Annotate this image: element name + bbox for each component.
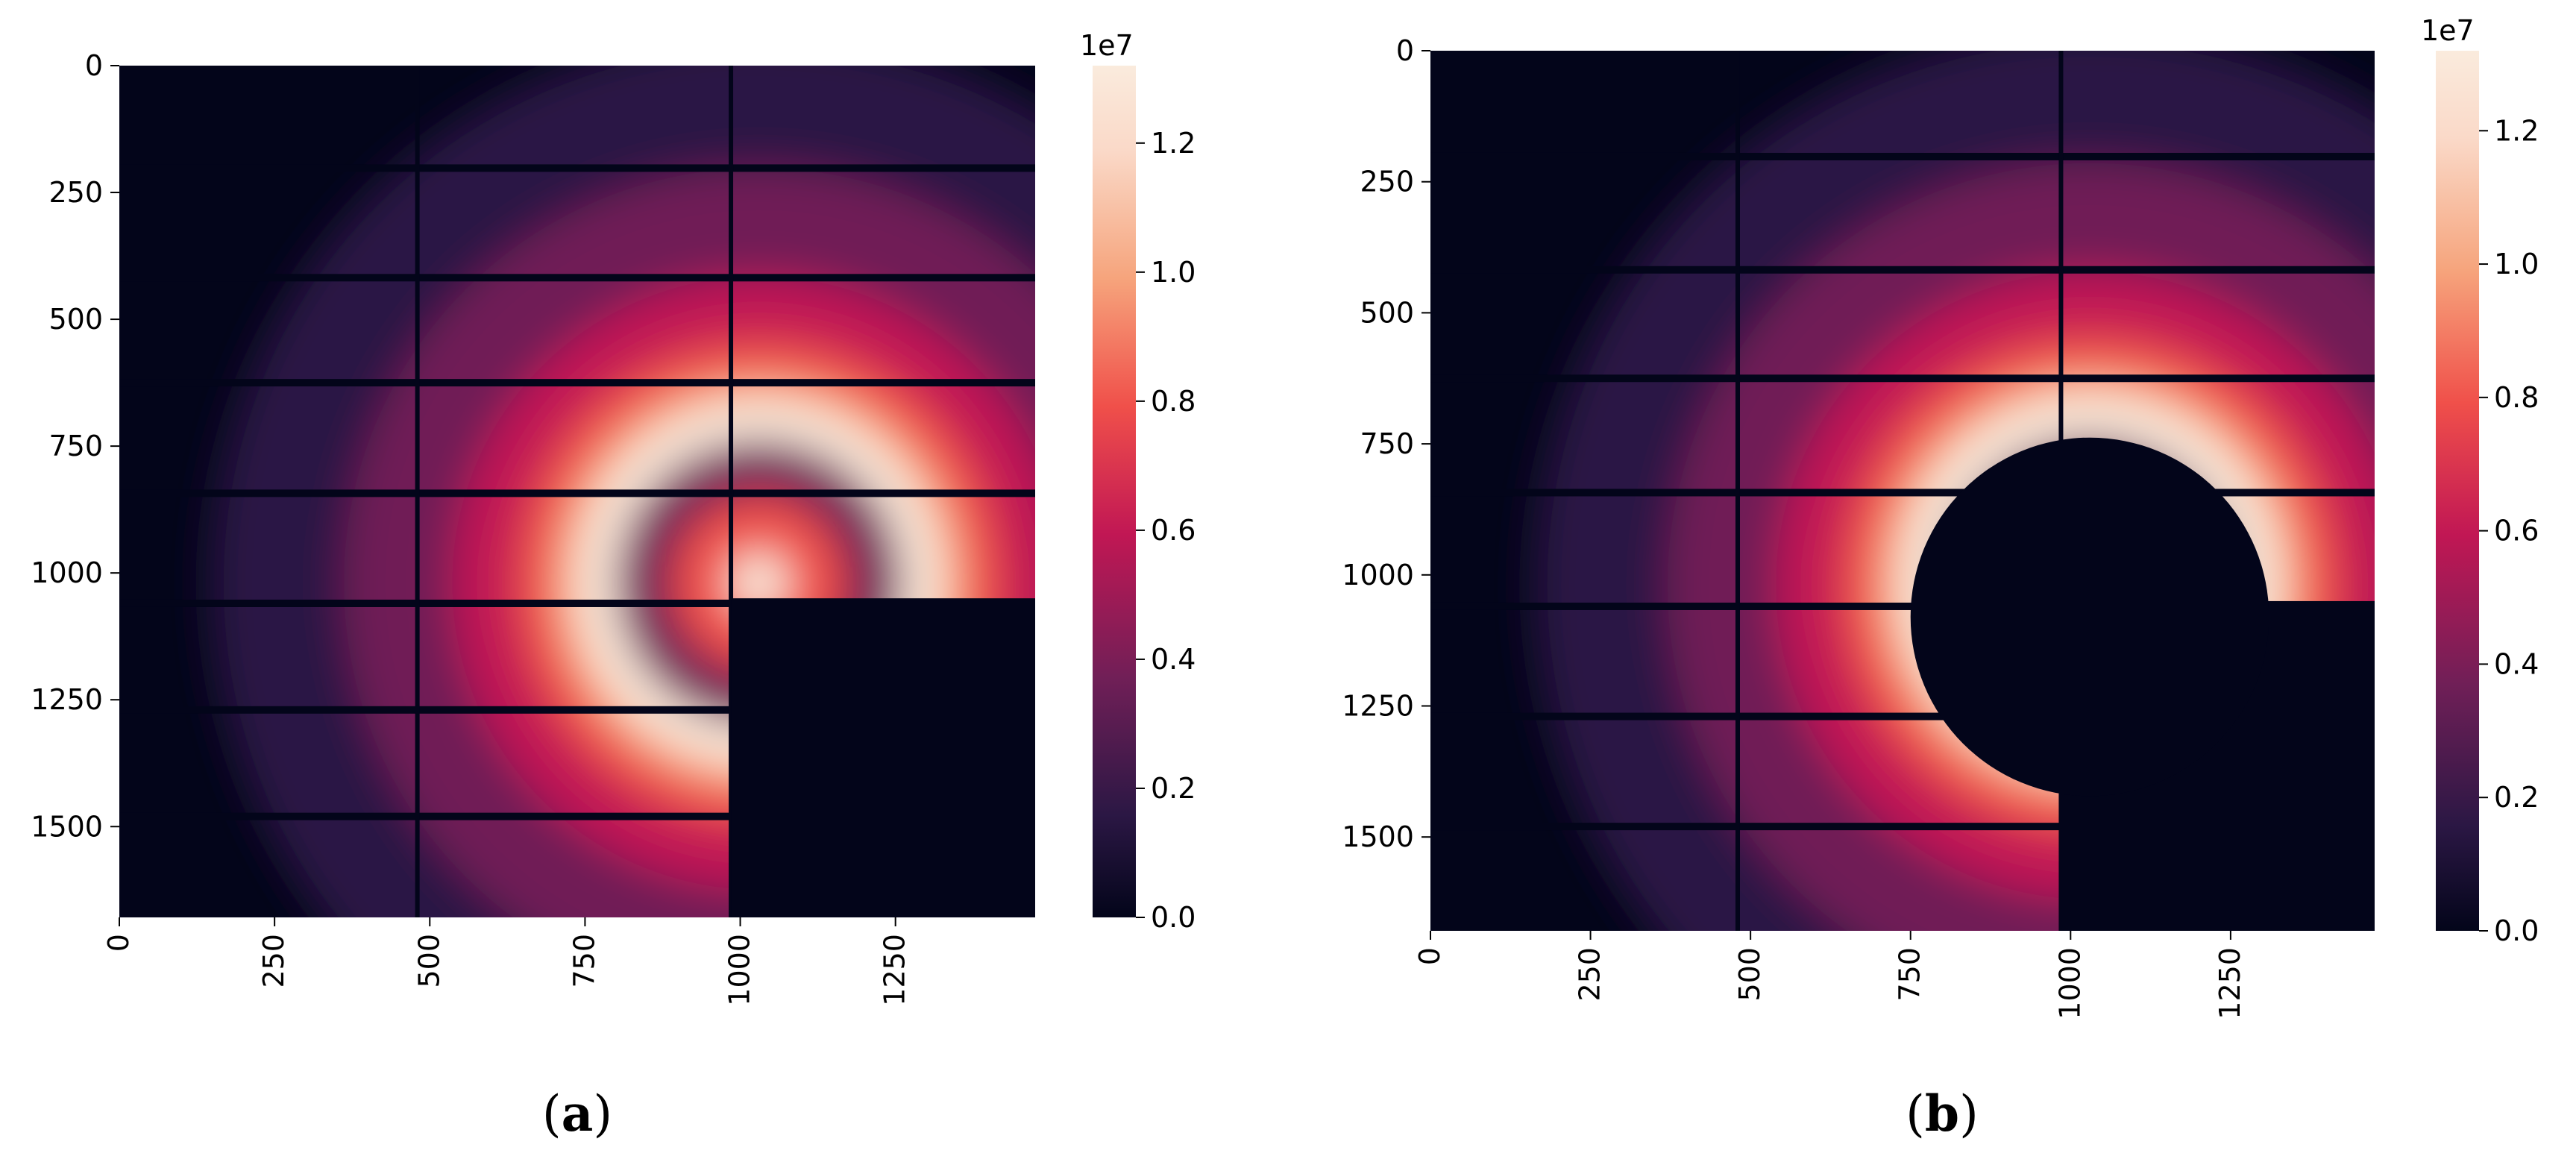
x-tick-label-b-0: 0	[1413, 947, 1446, 965]
x-axis-a: 0 250 500 750 1000 1250	[102, 917, 911, 1006]
gap-col-b-0	[1735, 51, 1740, 931]
x-tick-label-b-3: 750	[1894, 947, 1926, 1002]
colorbar-tick-label-b-2: 0.4	[2494, 647, 2539, 680]
ring-a-core	[728, 552, 790, 614]
y-tick-label-a-4: 1000	[31, 556, 103, 589]
y-tick-label-b-4: 1000	[1342, 559, 1414, 591]
colorbar-tick-label-b-1: 0.2	[2494, 781, 2539, 814]
gap-row-a-2	[119, 379, 1035, 387]
x-tick-label-b-5: 1250	[2214, 947, 2246, 1020]
y-tick-label-a-6: 1500	[31, 810, 103, 843]
x-tick-label-a-0: 0	[102, 934, 135, 952]
colorbar-tick-label-a-0: 0.0	[1151, 901, 1196, 934]
x-tick-label-a-3: 750	[568, 934, 600, 988]
colorbar-b-ticks: 0.0 0.2 0.4 0.6 0.8 1.0 1.2	[2479, 114, 2539, 947]
heatmap-a	[119, 66, 1035, 917]
y-tick-label-b-2: 500	[1360, 296, 1414, 329]
gap-row-a-6	[119, 812, 1035, 820]
panel-b-caption: (b)	[1906, 1084, 1979, 1143]
colorbar-b-multiplier: 1e7	[2421, 14, 2475, 47]
colorbar-tick-label-b-3: 0.6	[2494, 515, 2539, 547]
x-tick-label-b-1: 250	[1574, 947, 1606, 1002]
heatmap-b	[1430, 51, 2375, 931]
y-tick-label-a-1: 250	[48, 176, 103, 209]
colorbar-tick-label-a-1: 0.2	[1151, 772, 1196, 805]
colorbar-tick-label-b-6: 1.2	[2494, 114, 2539, 147]
x-axis-b: 0 250 500 750 1000 1250	[1413, 931, 2246, 1020]
gap-row-a-3	[119, 489, 1035, 497]
y-tick-label-b-1: 250	[1360, 166, 1414, 198]
gap-row-b-4	[1430, 602, 2375, 610]
colorbar-tick-label-a-5: 1.0	[1151, 256, 1196, 289]
colorbar-tick-label-b-0: 0.0	[2494, 914, 2539, 947]
colorbar-a-ticks: 0.0 0.2 0.4 0.6 0.8 1.0 1.2	[1136, 127, 1196, 934]
x-tick-label-a-5: 1250	[879, 934, 911, 1006]
colorbar-b-bar	[2436, 51, 2479, 931]
y-axis-b: 0 250 500 750 1000 1250 1500	[1342, 34, 1430, 853]
heatmap-a-intensity	[210, 66, 1035, 917]
colorbar-tick-label-a-3: 0.6	[1151, 514, 1196, 547]
y-axis-a: 0 250 500 750 1000 1250 1500	[31, 49, 119, 843]
gap-row-a-4	[119, 599, 1035, 607]
colorbar-a-bar	[1093, 66, 1136, 917]
gap-col-a-1	[729, 66, 734, 917]
y-tick-label-a-2: 500	[48, 303, 103, 336]
detector-gaps-a	[119, 66, 1035, 917]
colorbar-tick-label-b-4: 0.8	[2494, 381, 2539, 414]
gap-row-a-1	[119, 274, 1035, 282]
panel-b: 0 250 500 750 1000 1250 0 250 500 750 1000 1250 150…	[1342, 14, 2539, 1143]
colorbar-tick-label-a-6: 1.2	[1151, 127, 1196, 160]
colorbar-tick-label-a-2: 0.4	[1151, 643, 1196, 676]
mask-rectangle-a	[731, 598, 1035, 917]
gap-col-a-0	[415, 66, 420, 917]
y-tick-label-b-5: 1250	[1342, 689, 1414, 722]
gap-row-b-3	[1430, 489, 2375, 497]
gap-row-b-5	[1430, 712, 2375, 720]
gap-row-a-0	[119, 164, 1035, 172]
x-tick-label-a-4: 1000	[723, 934, 756, 1006]
colorbar-tick-label-a-4: 0.8	[1151, 385, 1196, 418]
y-tick-label-a-0: 0	[85, 49, 103, 82]
x-tick-label-b-4: 1000	[2053, 947, 2086, 1020]
mask-circle-b	[1910, 437, 2269, 797]
x-tick-label-b-2: 500	[1733, 947, 1766, 1002]
gap-row-b-2	[1430, 374, 2375, 383]
y-tick-label-b-6: 1500	[1342, 820, 1414, 853]
y-tick-label-a-5: 1250	[31, 683, 103, 716]
x-tick-label-a-2: 500	[412, 934, 445, 988]
x-tick-label-a-1: 250	[257, 934, 290, 988]
gap-row-b-1	[1430, 266, 2375, 274]
panel-a: 0 250 500 750 1000 1250 0 250 500 750 1000 1250 150…	[31, 29, 1196, 1143]
gap-row-a-5	[119, 706, 1035, 714]
panel-a-caption: (a)	[542, 1084, 612, 1143]
colorbar-tick-label-b-5: 1.0	[2494, 248, 2539, 280]
colorbar-a-multiplier: 1e7	[1080, 29, 1134, 62]
colorbar-b: 1e7 0.0 0.2 0.4 0.6 0.8 1.0 1.2	[2421, 14, 2539, 947]
gap-row-b-6	[1430, 823, 2375, 831]
y-tick-label-b-3: 750	[1360, 427, 1414, 460]
y-tick-label-a-3: 750	[48, 430, 103, 462]
colorbar-a: 1e7 0.0 0.2 0.4 0.6 0.8 1.0 1.2	[1080, 29, 1196, 934]
y-tick-label-b-0: 0	[1396, 34, 1414, 67]
gap-row-b-0	[1430, 152, 2375, 160]
